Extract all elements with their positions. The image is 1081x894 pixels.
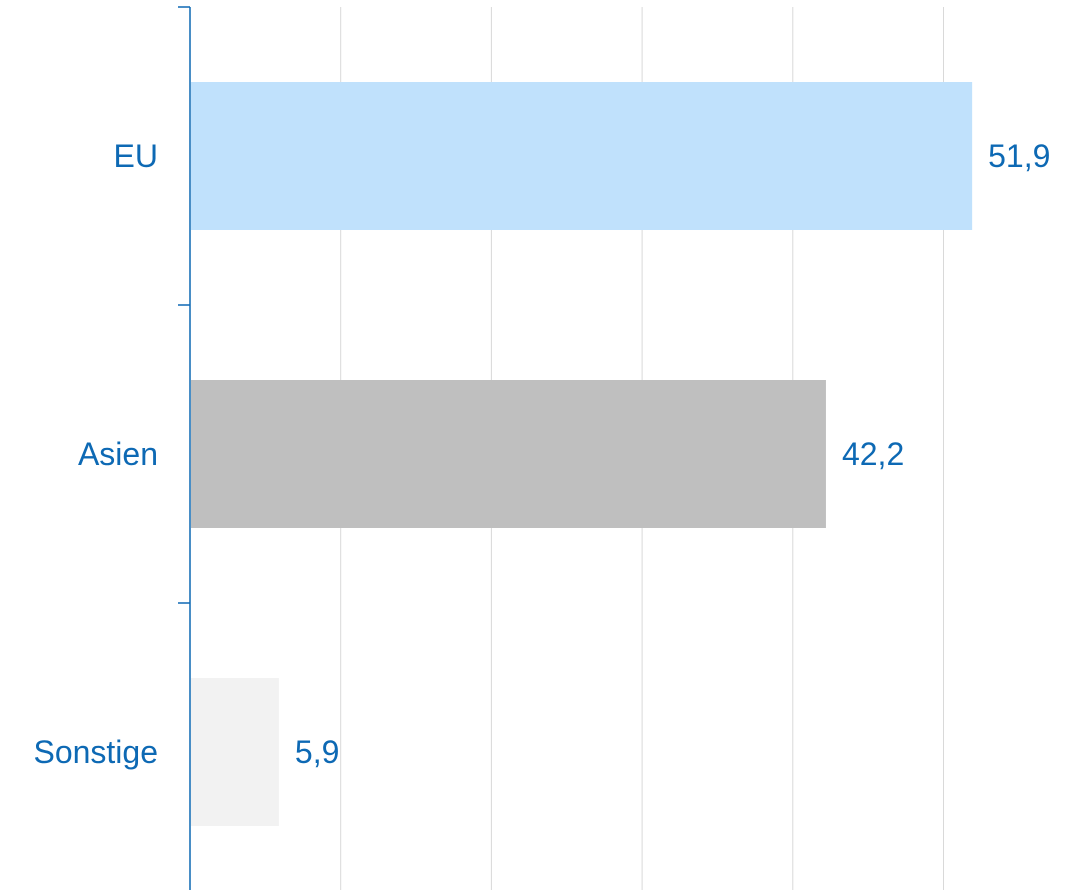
category-axis bbox=[178, 6, 191, 890]
category-label: Asien bbox=[78, 436, 158, 472]
bars bbox=[191, 82, 973, 826]
category-label: Sonstige bbox=[33, 734, 158, 770]
category-labels: EU Asien Sonstige bbox=[33, 138, 158, 770]
value-labels: 51,9 42,2 5,9 bbox=[295, 138, 1051, 770]
bar-sonstige bbox=[191, 678, 279, 826]
bar-asien bbox=[191, 380, 826, 528]
category-label: EU bbox=[114, 138, 158, 174]
bar-eu bbox=[191, 82, 973, 230]
value-label: 51,9 bbox=[988, 138, 1050, 174]
value-label: 5,9 bbox=[295, 734, 339, 770]
value-label: 42,2 bbox=[842, 436, 904, 472]
